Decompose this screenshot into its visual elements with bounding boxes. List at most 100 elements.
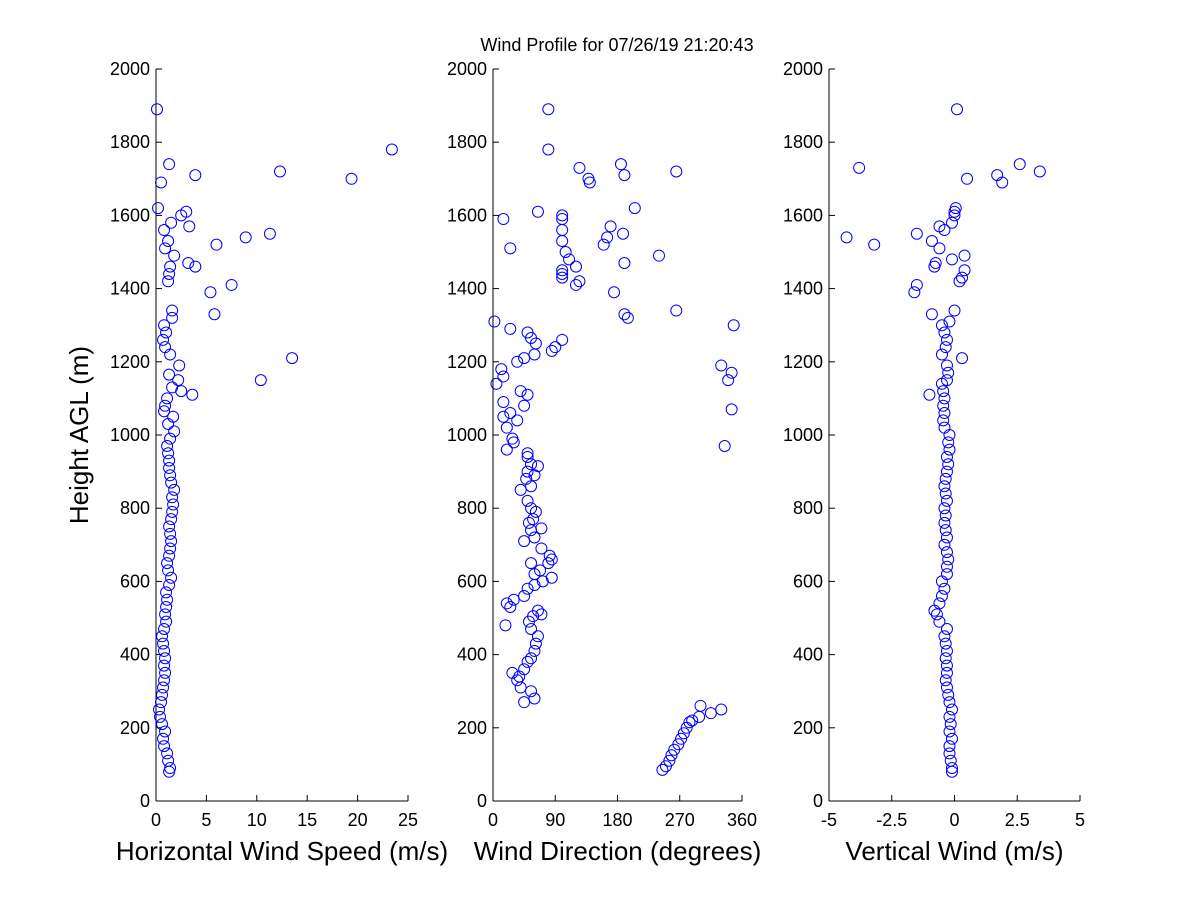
speed-data-point <box>189 260 202 273</box>
speed-x-tick-label: 15 <box>297 810 317 830</box>
direction-data-point <box>694 699 707 712</box>
direction-y-tick-label: 1400 <box>447 279 487 299</box>
speed-data-point <box>157 333 170 346</box>
speed-data-point <box>166 304 179 317</box>
direction-y-tick-label: 600 <box>457 571 487 591</box>
vertical-data-point <box>996 176 1009 189</box>
speed-data-point <box>166 491 179 504</box>
speed-data-point <box>152 202 165 215</box>
speed-data-point <box>167 498 180 511</box>
direction-data-point <box>518 535 531 548</box>
vertical-data-point <box>937 414 950 427</box>
vertical-data-point <box>938 538 951 551</box>
vertical-data-point <box>938 326 951 339</box>
direction-data-point <box>499 619 512 632</box>
vertical-data-point <box>930 608 943 621</box>
direction-data-point <box>608 286 621 299</box>
speed-x-tick-label: 5 <box>201 810 211 830</box>
direction-data-point <box>617 227 630 240</box>
direction-data-point <box>563 253 576 266</box>
direction-data-point <box>534 564 547 577</box>
speed-data-point <box>160 601 173 614</box>
direction-data-point <box>518 696 531 709</box>
direction-x-tick-label: 270 <box>665 810 695 830</box>
speed-x-tick-label: 10 <box>247 810 267 830</box>
speed-x-tick-label: 0 <box>151 810 161 830</box>
vertical-data-point <box>943 443 956 456</box>
direction-data-point <box>495 363 508 376</box>
vertical-data-point <box>945 762 958 775</box>
speed-data-point <box>159 666 172 679</box>
direction-data-point <box>521 388 534 401</box>
direction-data-point <box>521 494 534 507</box>
vertical-data-point <box>935 590 948 603</box>
direction-data-point <box>490 377 503 390</box>
direction-data-point <box>683 716 696 729</box>
speed-data-point <box>186 388 199 401</box>
direction-data-point <box>675 732 688 745</box>
direction-data-point <box>545 344 558 357</box>
speed-y-tick-label: 1400 <box>110 279 150 299</box>
direction-data-point <box>528 692 541 705</box>
vertical-data-point <box>951 103 964 116</box>
direction-data-point <box>525 652 538 665</box>
vertical-data-point <box>940 659 953 672</box>
speed-data-point <box>168 249 181 262</box>
speed-data-point <box>204 286 217 299</box>
direction-data-point <box>521 655 534 668</box>
vertical-data-point <box>840 231 853 244</box>
vertical-data-point <box>933 242 946 255</box>
vertical-data-point <box>940 644 953 657</box>
speed-data-point <box>160 586 173 599</box>
vertical-data-point <box>942 366 955 379</box>
speed-y-tick-label: 400 <box>120 645 150 665</box>
direction-data-point <box>677 727 690 740</box>
y-axis-label: Height AGL (m) <box>64 346 94 524</box>
direction-data-point <box>653 249 665 262</box>
direction-data-point <box>672 738 685 751</box>
direction-data-point <box>535 542 548 555</box>
direction-data-point <box>525 685 538 698</box>
vertical-y-tick-label: 1400 <box>783 279 823 299</box>
vertical-data-point <box>953 275 966 288</box>
direction-data-point <box>488 315 501 328</box>
figure-title: Wind Profile for 07/26/19 21:20:43 <box>480 35 753 55</box>
speed-data-point <box>158 644 171 657</box>
direction-y-tick-label: 800 <box>457 498 487 518</box>
vertical-data-point <box>925 235 938 248</box>
direction-data-point <box>618 308 631 321</box>
vertical-y-tick-label: 600 <box>793 571 823 591</box>
direction-data-point <box>536 575 549 588</box>
speed-data-point <box>158 224 171 237</box>
direction-data-point <box>497 410 510 423</box>
speed-data-point <box>163 158 176 171</box>
speed-data-point <box>163 520 176 533</box>
direction-data-point <box>497 396 510 409</box>
speed-data-point <box>172 374 185 387</box>
speed-data-point <box>254 374 267 387</box>
direction-data-point <box>514 483 527 496</box>
direction-data-point <box>500 597 513 610</box>
speed-data-point <box>157 732 170 745</box>
vertical-data-point <box>910 227 923 240</box>
vertical-data-point <box>1033 165 1046 178</box>
vertical-data-point <box>939 637 952 650</box>
speed-data-point <box>164 762 177 775</box>
speed-data-point <box>345 172 358 185</box>
vertical-data-point <box>910 278 923 291</box>
vertical-data-point <box>943 696 956 709</box>
vertical-data-point <box>940 494 953 507</box>
speed-data-point <box>165 513 178 526</box>
vertical-data-point <box>945 732 958 745</box>
direction-data-point <box>518 399 531 412</box>
speed-data-point <box>165 571 178 584</box>
vertical-data-point <box>943 740 956 753</box>
direction-data-point <box>618 169 631 182</box>
speed-data-point <box>210 238 223 251</box>
vertical-x-axis-label: Vertical Wind (m/s) <box>845 836 1063 866</box>
direction-data-point <box>535 608 548 621</box>
speed-y-tick-label: 0 <box>140 791 150 811</box>
speed-data-point <box>165 476 178 489</box>
